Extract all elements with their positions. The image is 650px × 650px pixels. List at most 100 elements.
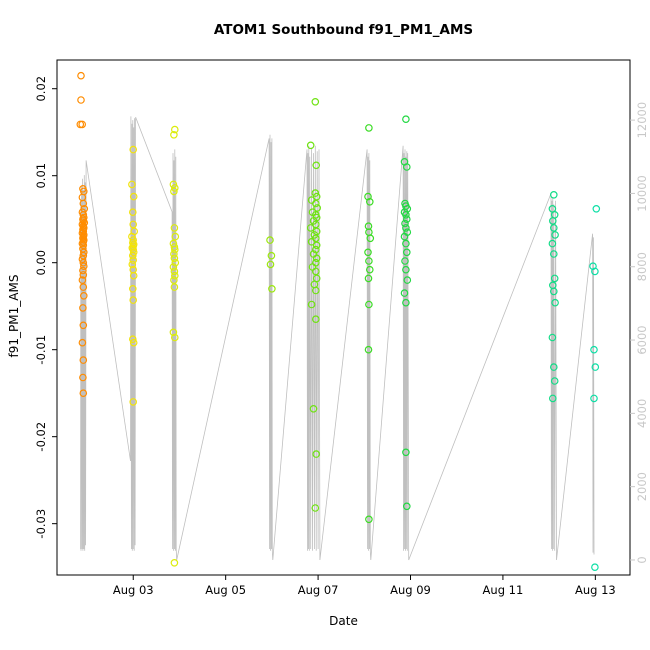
x-tick-label: Aug 09	[390, 583, 431, 597]
x-tick-label: Aug 03	[113, 583, 154, 597]
data-point	[80, 291, 88, 300]
data-point	[171, 271, 179, 280]
data-point	[311, 286, 320, 295]
data-point	[266, 236, 274, 244]
y-tick-label: -0.03	[34, 509, 48, 539]
data-point	[79, 251, 88, 260]
data-point	[80, 218, 89, 227]
data-point	[171, 125, 179, 134]
data-point	[128, 260, 137, 269]
data-point	[311, 199, 320, 208]
data-point	[128, 180, 136, 189]
data-point	[169, 328, 178, 337]
y-axis-label: f91_PM1_AMS	[7, 274, 21, 358]
data-point	[309, 404, 318, 413]
data-point	[79, 389, 88, 398]
data-point	[170, 250, 178, 258]
data-point	[129, 220, 138, 229]
data-point	[77, 96, 85, 104]
right-tick-label: 10000	[635, 175, 649, 212]
right-tick-label: 2000	[635, 472, 649, 501]
data-point	[171, 245, 179, 254]
data-point	[170, 254, 179, 263]
y-tick-label: 0.01	[34, 163, 48, 189]
data-point	[171, 184, 179, 192]
data-point	[78, 338, 87, 347]
data-point	[129, 208, 137, 217]
data-point	[310, 231, 319, 239]
x-axis-label: Date	[329, 614, 358, 628]
right-tick-label: 8000	[635, 252, 649, 281]
data-point	[312, 192, 321, 201]
data-point	[364, 274, 373, 283]
data-point	[311, 267, 320, 276]
data-point	[551, 231, 559, 239]
data-point	[364, 345, 373, 354]
data-point	[548, 394, 557, 403]
data-point	[549, 250, 558, 258]
data-point	[80, 262, 88, 271]
data-point	[306, 224, 315, 232]
data-point	[548, 217, 557, 225]
right-tick-label: 4000	[635, 399, 649, 428]
data-point	[401, 219, 409, 228]
data-point	[170, 131, 178, 139]
data-point	[590, 394, 598, 403]
data-point	[306, 141, 315, 150]
data-point	[402, 502, 411, 511]
data-point	[365, 265, 374, 274]
data-point	[311, 245, 320, 254]
data-point	[79, 258, 88, 267]
data-point	[78, 255, 87, 264]
data-point	[548, 333, 557, 342]
data-point	[365, 257, 373, 265]
data-point	[402, 239, 410, 248]
data-point	[266, 260, 275, 269]
data-point	[311, 315, 320, 324]
x-tick-label: Aug 07	[298, 583, 339, 597]
right-tick-label: 0	[635, 556, 649, 563]
data-point	[78, 229, 87, 237]
data-point	[402, 298, 410, 307]
data-point	[364, 192, 372, 201]
data-point	[400, 232, 409, 241]
data-point	[129, 284, 137, 293]
x-tick-label: Aug 11	[483, 583, 524, 597]
data-point	[170, 283, 179, 291]
data-point	[170, 558, 179, 567]
data-point	[365, 124, 373, 132]
data-point	[366, 234, 375, 243]
data-point	[171, 333, 179, 342]
data-point	[129, 192, 138, 201]
data-point	[171, 258, 180, 267]
data-point	[590, 345, 598, 354]
data-point	[402, 248, 411, 257]
data-point	[79, 283, 88, 291]
data-point	[169, 180, 178, 189]
data-point	[313, 204, 322, 212]
right-tick-label: 12000	[635, 102, 649, 139]
y-tick-label: 0.00	[34, 250, 48, 276]
data-point	[170, 224, 179, 232]
data-point	[591, 267, 599, 276]
data-point	[402, 211, 410, 219]
data-point	[170, 276, 178, 284]
data-point	[79, 321, 88, 330]
data-point	[79, 241, 88, 250]
data-point	[549, 191, 558, 199]
y-tick-label: -0.02	[34, 422, 48, 452]
data-point	[402, 265, 410, 274]
data-point	[129, 335, 137, 344]
data-point	[311, 504, 320, 512]
data-point	[312, 254, 321, 263]
data-point	[78, 276, 87, 284]
data-point	[169, 263, 178, 271]
data-point	[171, 232, 180, 241]
data-point	[549, 363, 558, 371]
data-point	[311, 189, 320, 197]
data-point	[312, 161, 321, 170]
data-point	[170, 187, 178, 196]
y-tick-label: -0.01	[34, 335, 48, 365]
data-point	[79, 266, 87, 275]
